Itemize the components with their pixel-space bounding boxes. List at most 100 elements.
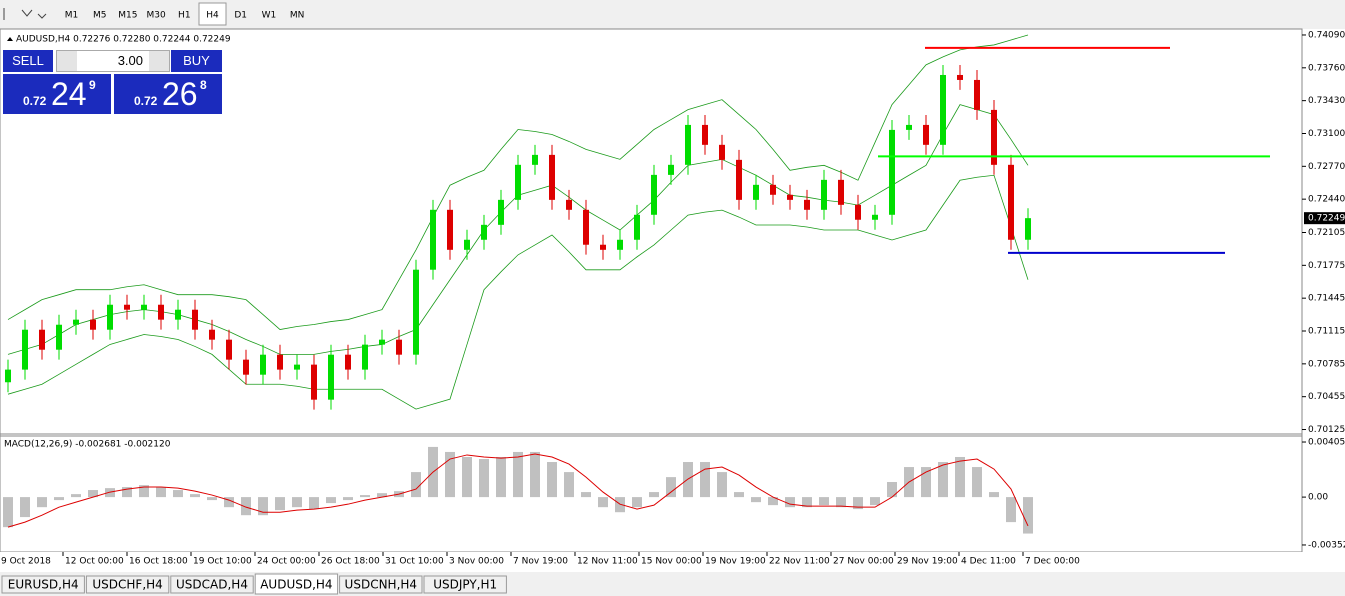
price-big: 0.72 xyxy=(134,94,158,108)
lot-up[interactable] xyxy=(149,51,169,71)
macd-bar xyxy=(496,456,506,498)
y-tick-label: 0.72105 xyxy=(1308,228,1345,238)
candle-body xyxy=(787,194,793,200)
macd-bar xyxy=(649,492,659,498)
timeframe-button[interactable] xyxy=(86,3,114,25)
buy-price[interactable]: 0.72 26 8 xyxy=(114,74,222,114)
candle-body xyxy=(651,174,657,215)
macd-bar xyxy=(598,497,608,508)
x-tick-label: 27 Nov 00:00 xyxy=(833,557,894,567)
x-tick-label: 12 Nov 11:00 xyxy=(577,557,638,567)
candle-body xyxy=(39,329,45,350)
price-fraction: 9 xyxy=(89,78,96,92)
tab[interactable] xyxy=(1,575,85,594)
candle-body xyxy=(5,369,11,383)
timeframe-button[interactable] xyxy=(227,3,255,25)
macd-bar xyxy=(819,497,829,506)
price-pips: 24 xyxy=(51,76,87,112)
candle-body xyxy=(515,164,521,200)
candle-body xyxy=(447,209,453,250)
macd-bar xyxy=(105,488,115,498)
timeframe-button[interactable] xyxy=(283,3,311,25)
timeframe-label: M5 xyxy=(93,11,107,21)
candle-body xyxy=(923,124,929,145)
macd-bar xyxy=(1006,497,1016,523)
trade-panel: SELL 3.00 BUY 0.72 24 9 0.72 26 8 xyxy=(3,50,222,114)
candle-body xyxy=(1008,164,1014,240)
candle-body xyxy=(940,74,946,145)
x-tick-label: 7 Nov 19:00 xyxy=(513,557,568,567)
candle-body xyxy=(549,154,555,200)
price-axis xyxy=(1302,29,1345,552)
x-tick-label: 19 Nov 19:00 xyxy=(705,557,766,567)
timeframe-button[interactable] xyxy=(58,3,85,25)
lot-input[interactable]: 3.00 xyxy=(56,50,170,72)
tab-label: EURUSD,H4 xyxy=(8,578,79,592)
candle-body xyxy=(56,324,62,350)
x-tick-label: 15 Nov 00:00 xyxy=(641,557,702,567)
timeframe-button[interactable] xyxy=(198,2,227,26)
tab[interactable] xyxy=(85,575,170,594)
macd-header: MACD(12,26,9) -0.002681 -0.002120 xyxy=(4,440,171,450)
lot-down[interactable] xyxy=(57,51,77,71)
candle-body xyxy=(498,199,504,225)
macd-bar xyxy=(309,497,319,510)
tab-label: USDCHF,H4 xyxy=(92,578,162,592)
y-tick-label: 0.004051 xyxy=(1308,438,1345,448)
y-tick-label: -0.00352 xyxy=(1308,540,1345,550)
timeframe-button[interactable] xyxy=(142,3,170,25)
timeframe-button[interactable] xyxy=(170,3,198,25)
candle-body xyxy=(957,74,963,80)
candle-body xyxy=(328,354,334,400)
timeframe-button[interactable] xyxy=(255,3,283,25)
candle-body xyxy=(804,199,810,210)
x-tick-label: 29 Nov 19:00 xyxy=(897,557,958,567)
y-tick-label: 0.74090 xyxy=(1308,30,1345,40)
macd-bar xyxy=(122,487,132,498)
macd-bar xyxy=(411,472,421,498)
x-tick-label: 3 Nov 00:00 xyxy=(449,557,504,567)
macd-bar xyxy=(275,497,285,511)
candle-body xyxy=(294,364,300,370)
macd-bar xyxy=(462,456,472,498)
tab[interactable] xyxy=(339,575,423,594)
timeframe-button[interactable] xyxy=(114,3,142,25)
tab[interactable] xyxy=(170,575,254,594)
tab-label: USDCNH,H4 xyxy=(345,578,418,592)
current-price-label: 0.72249 xyxy=(1308,214,1345,224)
signal-line xyxy=(7,453,1029,528)
macd-bar xyxy=(360,495,370,498)
price-pips: 26 xyxy=(162,76,198,112)
sell-button[interactable]: SELL xyxy=(3,50,53,72)
tab[interactable] xyxy=(423,575,507,594)
candle-body xyxy=(175,309,181,320)
candle-body xyxy=(22,329,28,370)
macd-bar xyxy=(88,490,98,498)
macd-bar xyxy=(581,492,591,498)
tab-label: USDCAD,H4 xyxy=(176,578,248,592)
candle-body xyxy=(379,339,385,345)
y-tick-label: 0.00 xyxy=(1308,493,1328,503)
candle-body xyxy=(991,109,997,165)
x-tick-label: 12 Oct 00:00 xyxy=(65,557,124,567)
timeframe-label: D1 xyxy=(234,11,247,21)
macd-bar xyxy=(241,497,251,516)
candle-body xyxy=(617,239,623,250)
chart-area xyxy=(0,28,1303,553)
x-tick-label: 16 Oct 18:00 xyxy=(129,557,188,567)
y-tick-label: 0.70125 xyxy=(1308,425,1345,435)
candle-body xyxy=(566,199,572,210)
buy-button[interactable]: BUY xyxy=(171,50,222,72)
macd-bar xyxy=(343,497,353,501)
macd-bar xyxy=(479,459,489,498)
x-tick-label: 31 Oct 10:00 xyxy=(385,557,444,567)
tab[interactable] xyxy=(254,573,339,595)
x-tick-label: 22 Nov 11:00 xyxy=(769,557,830,567)
macd-bar xyxy=(190,494,200,498)
macd-bar xyxy=(139,485,149,498)
candle-body xyxy=(532,154,538,165)
timeframe-label: M30 xyxy=(146,11,165,21)
x-tick-label: 26 Oct 18:00 xyxy=(321,557,380,567)
candle-body xyxy=(634,214,640,240)
sell-price[interactable]: 0.72 24 9 xyxy=(3,74,111,114)
